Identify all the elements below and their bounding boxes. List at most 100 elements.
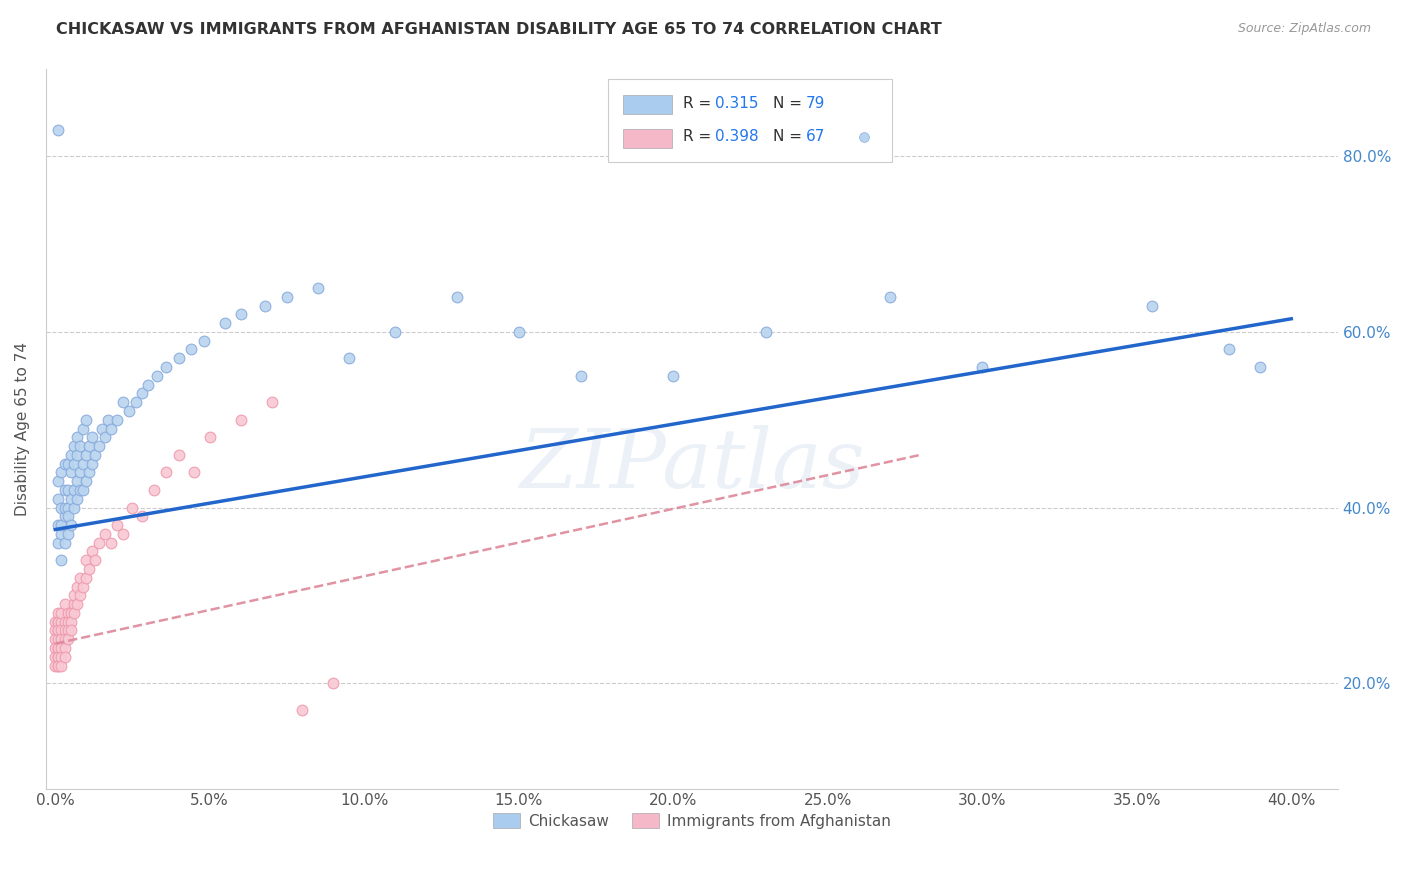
- Point: [46, 615, 69, 629]
- Point: [82, 430, 104, 444]
- Text: ZIPatlas: ZIPatlas: [519, 425, 865, 505]
- Point: [972, 360, 994, 375]
- Point: [56, 615, 79, 629]
- Point: [46, 615, 69, 629]
- Point: [44, 624, 66, 638]
- Point: [384, 325, 406, 339]
- Point: [75, 571, 97, 585]
- Point: [146, 368, 169, 383]
- Point: [51, 640, 73, 655]
- Point: [1142, 299, 1164, 313]
- Point: [84, 448, 107, 462]
- Point: [44, 632, 66, 647]
- Text: R =: R =: [683, 129, 716, 145]
- Point: [69, 466, 91, 480]
- Point: [53, 509, 76, 524]
- Point: [51, 527, 73, 541]
- Point: [100, 535, 122, 549]
- Point: [56, 509, 79, 524]
- Point: [72, 457, 94, 471]
- Point: [229, 413, 252, 427]
- Point: [62, 588, 84, 602]
- Point: [879, 290, 901, 304]
- Point: [51, 606, 73, 620]
- Point: [124, 395, 146, 409]
- Point: [77, 562, 100, 576]
- Point: [53, 640, 76, 655]
- Text: 0.398: 0.398: [716, 129, 759, 145]
- Point: [75, 553, 97, 567]
- Point: [167, 448, 190, 462]
- Point: [62, 597, 84, 611]
- Point: [118, 404, 141, 418]
- Point: [569, 368, 592, 383]
- Point: [56, 632, 79, 647]
- Legend: Chickasaw, Immigrants from Afghanistan: Chickasaw, Immigrants from Afghanistan: [486, 806, 897, 835]
- Point: [53, 615, 76, 629]
- Point: [136, 377, 159, 392]
- Point: [100, 421, 122, 435]
- Point: [97, 413, 120, 427]
- Text: N =: N =: [773, 129, 807, 145]
- Point: [121, 500, 143, 515]
- Point: [46, 624, 69, 638]
- Point: [56, 606, 79, 620]
- Point: [59, 448, 82, 462]
- Point: [90, 421, 112, 435]
- Point: [69, 439, 91, 453]
- Point: [46, 123, 69, 137]
- Point: [69, 588, 91, 602]
- Point: [56, 457, 79, 471]
- Point: [69, 571, 91, 585]
- Point: [46, 632, 69, 647]
- Point: [44, 658, 66, 673]
- Point: [87, 535, 110, 549]
- Point: [53, 535, 76, 549]
- Point: [82, 457, 104, 471]
- Point: [46, 658, 69, 673]
- Point: [62, 457, 84, 471]
- Point: [77, 466, 100, 480]
- Point: [93, 430, 115, 444]
- Point: [51, 615, 73, 629]
- Point: [508, 325, 530, 339]
- Point: [53, 632, 76, 647]
- Point: [59, 466, 82, 480]
- Point: [75, 474, 97, 488]
- Point: [56, 527, 79, 541]
- Point: [254, 299, 277, 313]
- Point: [131, 386, 153, 401]
- Point: [51, 466, 73, 480]
- Point: [59, 491, 82, 506]
- Point: [337, 351, 360, 366]
- Point: [87, 439, 110, 453]
- Point: [72, 483, 94, 497]
- Point: [56, 483, 79, 497]
- Point: [167, 351, 190, 366]
- Point: [59, 624, 82, 638]
- Point: [53, 457, 76, 471]
- Text: N =: N =: [773, 95, 807, 111]
- Point: [62, 500, 84, 515]
- Point: [276, 290, 298, 304]
- Point: [53, 624, 76, 638]
- Point: [53, 597, 76, 611]
- Point: [51, 658, 73, 673]
- Point: [46, 535, 69, 549]
- Point: [66, 474, 89, 488]
- Point: [53, 483, 76, 497]
- Point: [198, 430, 221, 444]
- Point: [105, 518, 128, 533]
- Point: [53, 500, 76, 515]
- Text: Source: ZipAtlas.com: Source: ZipAtlas.com: [1237, 22, 1371, 36]
- Point: [44, 649, 66, 664]
- Point: [51, 500, 73, 515]
- Text: 79: 79: [806, 95, 825, 111]
- Point: [66, 597, 89, 611]
- Point: [51, 518, 73, 533]
- Point: [155, 360, 177, 375]
- Point: [446, 290, 468, 304]
- Point: [112, 395, 135, 409]
- Point: [193, 334, 215, 348]
- FancyBboxPatch shape: [607, 79, 891, 162]
